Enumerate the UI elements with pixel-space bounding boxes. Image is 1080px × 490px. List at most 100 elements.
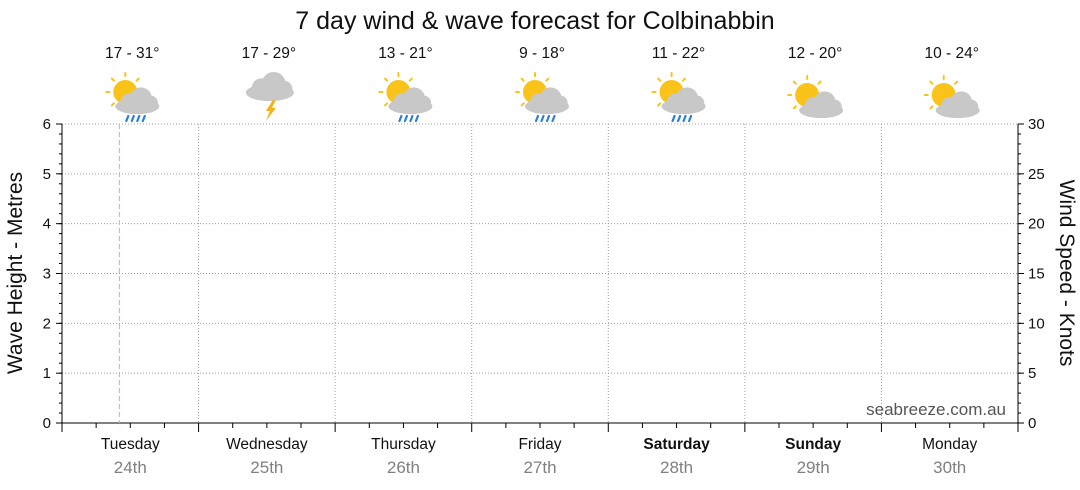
y-tick-label: 6 [43,116,51,133]
rain-drops [398,114,420,123]
day-temp-range: 11 - 22° [652,45,705,62]
y2-tick-label: 5 [1028,365,1036,382]
grid [62,123,1018,423]
cloud-shape [245,71,294,102]
day-temp-range: 10 - 24° [924,45,978,62]
y-tick-label: 5 [43,166,51,183]
rain-drop [551,114,556,123]
day-column: 11 - 22° Saturday 28th [643,45,710,477]
rain-drop [409,114,414,123]
rain-drop [676,114,682,123]
rain-drop [682,114,687,123]
date-label: 25th [250,458,283,477]
y-tick-label: 1 [43,365,51,382]
day-temp-range: 17 - 29° [242,45,296,62]
y2-axis-title: Wind Speed - Knots [1055,180,1078,367]
sun-ray [954,80,959,85]
sun-ray [383,102,389,107]
rain-drop [130,114,135,123]
day-label: Saturday [643,436,710,453]
day-temp-range: 13 - 21° [378,45,432,62]
sun-ray [110,102,115,107]
day-columns: 17 - 31° Tuesday 24th 17 - 29° Wednesday 25th… [101,45,980,477]
rain-drop [125,114,130,123]
day-temp-range: 17 - 31° [105,45,159,62]
day-column: 17 - 31° Tuesday 24th [101,45,160,477]
date-label: 27th [523,458,556,477]
y2-tick-label: 10 [1028,315,1045,332]
rain-drop [687,114,693,123]
cloud-shape [935,91,980,119]
sun-ray [929,105,934,110]
sun-ray [657,77,662,82]
cloud-shape [661,87,706,115]
sun-ray [792,80,797,85]
day-label: Sunday [785,436,841,453]
day-column: 13 - 21° Thursday 26th [371,45,436,477]
y2-tick-label: 0 [1028,415,1036,432]
watermark: seabreeze.com.au [866,400,1006,419]
sun-ray [408,77,413,82]
lightning-bolt [265,100,276,121]
y-tick-label: 4 [43,216,51,233]
sun-ray [657,102,662,107]
day-column: 17 - 29° Wednesday 25th [226,45,308,477]
day-temp-range: 9 - 18° [519,45,565,62]
cloud-puff [963,99,979,115]
cloud-shape [388,87,433,115]
day-label: Friday [518,436,561,453]
y2-tick-label: 25 [1028,166,1045,183]
cloud-puff [689,95,705,111]
cloud-puff [552,95,568,111]
y-axis-title: Wave Height - Metres [4,172,27,374]
rain-drop [414,114,420,123]
partly-cloudy-rain-icon [651,72,706,123]
partly-cloudy-icon [787,75,844,119]
partly-cloudy-rain-icon [515,72,569,123]
y2-tick-label: 15 [1028,266,1045,283]
cloud-shape [115,87,160,115]
day-column: 9 - 18° Friday 27th [515,45,569,477]
rain-drops [534,114,556,123]
sun-ray [135,77,140,82]
sun-ray [520,102,525,107]
rain-drop [545,114,551,123]
rain-drop [136,114,141,123]
partly-cloudy-rain-icon [378,72,433,123]
y2-tick-label: 30 [1028,116,1045,133]
sun-ray [545,77,550,82]
thunderstorm-icon [245,71,294,121]
date-label: 29th [797,458,830,477]
day-label: Tuesday [101,436,160,453]
day-label: Wednesday [226,436,308,453]
y-tick-label: 3 [43,266,51,283]
y-tick-label: 0 [43,415,51,432]
cloud-shape [525,87,569,115]
day-column: 12 - 20° Sunday 29th [785,45,844,477]
y2-tick-label: 20 [1028,216,1045,233]
rain-drops [125,114,146,123]
partly-cloudy-rain-icon [105,72,160,123]
partly-cloudy-icon [923,75,980,119]
date-label: 30th [933,458,966,477]
cloud-shape [799,91,844,119]
cloud-puff [826,99,842,115]
date-label: 24th [114,458,147,477]
chart-title: 7 day wind & wave forecast for Colbinabb… [295,7,774,35]
y-tick-label: 2 [43,315,51,332]
sun-ray [792,105,797,110]
day-column: 10 - 24° Monday 30th [922,45,980,477]
rain-drops [671,114,693,123]
rain-drop [403,114,409,123]
sun-ray [383,77,389,82]
sun-ray [929,80,934,85]
date-label: 28th [660,458,693,477]
rain-drop [141,114,146,123]
cloud-puff [276,80,293,98]
sun-ray [681,77,687,82]
day-label: Thursday [371,436,436,453]
sun-ray [110,77,115,82]
day-temp-range: 12 - 20° [788,45,842,62]
day-label: Monday [922,436,977,453]
